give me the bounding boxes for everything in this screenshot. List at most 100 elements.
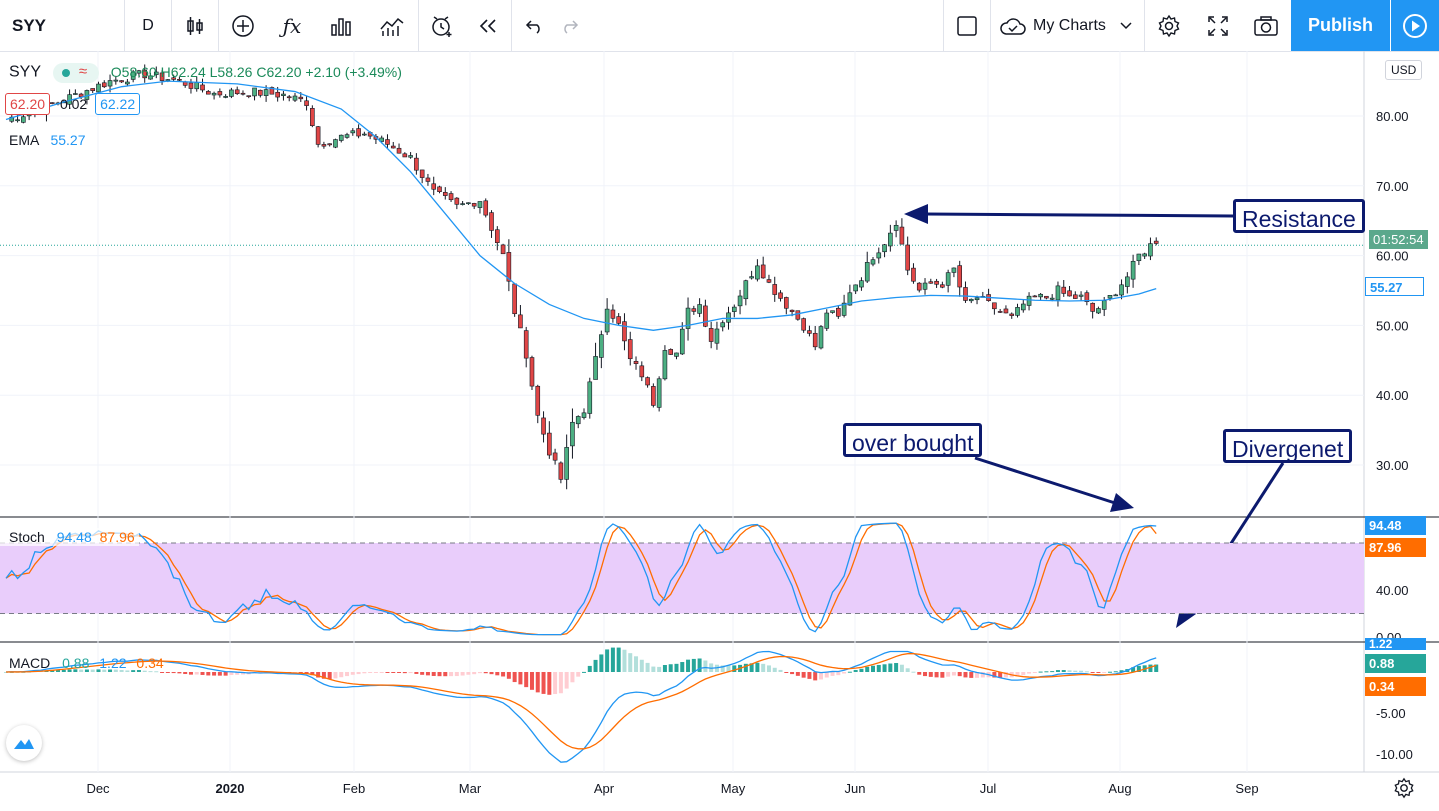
overbought-annotation[interactable]: over bought (843, 423, 983, 457)
macd-histogram-bar (888, 663, 893, 672)
time-tick-label: Feb (343, 781, 365, 796)
macd-histogram-bar (524, 672, 529, 688)
macd-histogram-bar (512, 672, 517, 683)
macd-histogram-bar (529, 672, 534, 690)
macd-histogram-bar (131, 670, 136, 672)
macd-histogram-bar (766, 665, 771, 672)
redo-icon[interactable] (550, 0, 590, 51)
stoch-d-value: 87.96 (99, 529, 135, 545)
macd-histogram-bar (333, 672, 338, 679)
macd-histogram-bar (171, 672, 176, 674)
symbol-search[interactable]: SYY (12, 15, 47, 35)
macd-histogram-bar (1113, 671, 1118, 673)
candle-down (200, 84, 205, 91)
macd-histogram-bar (576, 672, 581, 677)
macd-histogram-bar (50, 670, 55, 672)
candle-up (1130, 260, 1136, 280)
macd-histogram-bar (553, 672, 558, 695)
layout-square-icon[interactable] (944, 0, 990, 51)
chart-area[interactable]: Dec 2020 Feb Mar Apr May Jun Jul Aug Sep 30.00 40.0… (0, 51, 1439, 806)
candle-up (564, 447, 569, 480)
macd-histogram-bar (73, 669, 78, 672)
macd-histogram-bar (310, 672, 315, 676)
resistance-annotation[interactable]: Resistance (1233, 199, 1365, 233)
macd-histogram-bar (402, 672, 407, 674)
indicators-fx-icon[interactable]: ƒx (282, 13, 302, 38)
candle-down (240, 92, 246, 95)
legend-visibility-toggle[interactable]: ≈ (52, 63, 99, 83)
ask-price-box[interactable]: 62.22 (95, 93, 141, 115)
settings-gear-icon[interactable] (1145, 0, 1193, 51)
interval-button[interactable]: D (142, 16, 154, 34)
candle-down (934, 280, 939, 285)
my-charts-menu[interactable]: My Charts (991, 0, 1143, 51)
play-icon[interactable] (1391, 0, 1439, 51)
undo-icon[interactable] (512, 0, 556, 51)
macd-histogram-bar (304, 672, 309, 674)
compare-plus-icon[interactable] (219, 0, 267, 51)
candle-up (743, 280, 749, 300)
macd-histogram-bar (599, 654, 604, 672)
candle-down (535, 385, 541, 416)
candle-up (593, 356, 598, 380)
candle-down (304, 100, 309, 106)
candle-up (136, 70, 142, 74)
candle-down (633, 360, 639, 364)
bid-price-box[interactable]: 62.20 (5, 93, 51, 115)
candle-down (286, 96, 292, 99)
candle-up (408, 155, 413, 158)
macd-histogram-bar (969, 672, 974, 678)
fullscreen-icon[interactable] (1194, 0, 1242, 51)
candle-up (333, 139, 338, 148)
macd-histogram-bar (761, 663, 766, 672)
macd-histogram-bar (541, 672, 546, 694)
stoch-d-line (5, 522, 1157, 636)
macd-histogram-bar (795, 672, 800, 676)
macd-histogram-bar (778, 669, 783, 672)
candle-down (385, 139, 390, 145)
candle-up (292, 95, 298, 101)
candle-down (483, 200, 489, 216)
price-tick-label: 80.00 (1376, 109, 1409, 124)
divider (418, 0, 419, 51)
candle-up (870, 259, 876, 265)
time-tick-label: Aug (1108, 781, 1131, 796)
tradingview-logo-icon[interactable] (6, 725, 42, 761)
macd-histogram-bar (790, 672, 795, 675)
macd-histogram-bar (928, 672, 933, 677)
macd-histogram-bar (379, 672, 384, 673)
candle-down (541, 417, 546, 435)
macd-histogram-bar (431, 672, 436, 676)
financials-chart-icon[interactable] (366, 0, 418, 51)
main-legend: SYY ≈ O58.60 H62.24 L58.26 C62.20 +2.10 … (9, 63, 402, 83)
replay-rewind-icon[interactable] (465, 0, 511, 51)
candle-up (96, 83, 101, 93)
macd-histogram-bar (853, 670, 858, 672)
currency-label[interactable]: USD (1385, 60, 1423, 80)
templates-bars-icon[interactable] (317, 0, 365, 51)
macd-histogram-bar (200, 672, 205, 675)
divergence-annotation[interactable]: Divergenet (1223, 429, 1353, 463)
chart-type-candles-icon[interactable] (172, 0, 218, 51)
macd-histogram-bar (894, 663, 899, 672)
candle-down (1073, 294, 1078, 299)
macd-histogram-bar (570, 672, 575, 683)
macd-histogram-bar (662, 665, 667, 672)
alert-clock-icon[interactable] (419, 0, 465, 51)
macd-histogram-bar (102, 669, 107, 672)
candle-down (928, 281, 934, 284)
camera-snapshot-icon[interactable] (1243, 0, 1289, 51)
macd-histogram-bar (951, 672, 956, 676)
macd-signal-line (5, 652, 1157, 750)
price-chart-svg[interactable]: Dec 2020 Feb Mar Apr May Jun Jul Aug Sep 30.00 40.0… (0, 51, 1439, 806)
candle-up (599, 334, 604, 358)
divider (511, 0, 512, 51)
candle-down (529, 357, 535, 387)
macd-histogram-bar (801, 672, 806, 678)
publish-button[interactable]: Publish (1291, 0, 1390, 51)
macd-histogram-bar (472, 672, 477, 675)
candle-up (864, 262, 870, 282)
axis-settings-gear-icon[interactable] (1393, 777, 1415, 804)
macd-histogram-bar (1015, 672, 1020, 677)
candle-up (15, 119, 20, 122)
